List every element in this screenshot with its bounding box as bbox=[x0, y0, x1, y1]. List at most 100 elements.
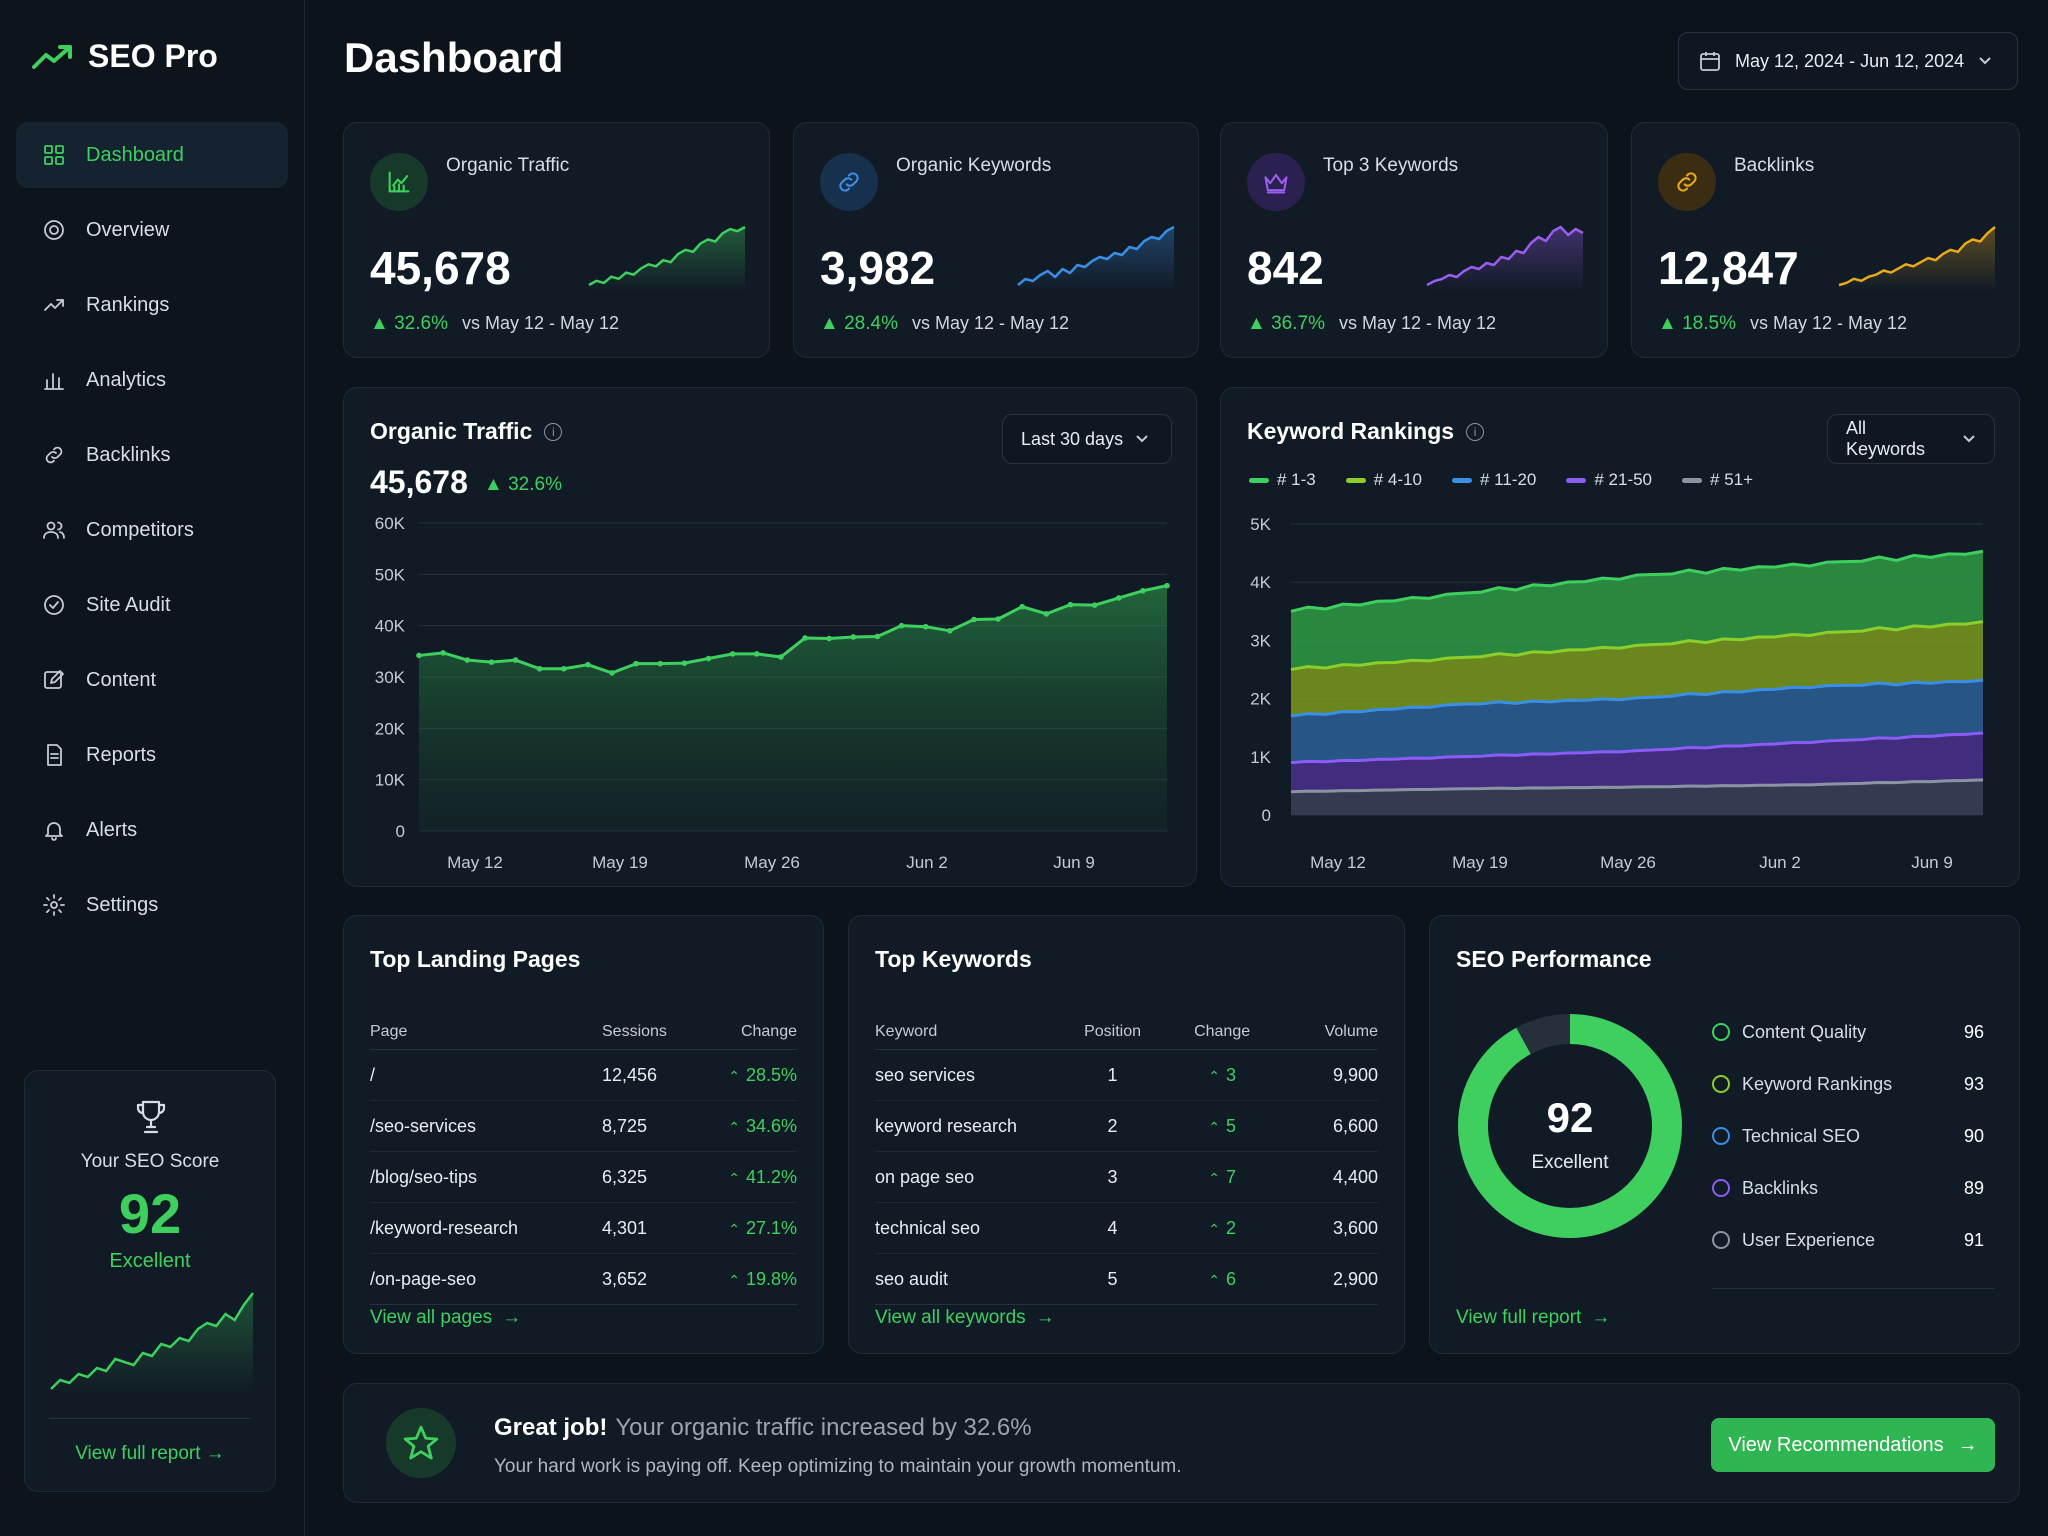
check-circle-icon bbox=[42, 593, 66, 617]
kpi-card-backlinks[interactable]: Backlinks 12,847 ▲ 18.5% vs May 12 - May … bbox=[1631, 122, 2020, 358]
sidebar-item-rankings[interactable]: Rankings bbox=[16, 272, 288, 338]
table-row[interactable]: /on-page-seo 3,652 ⌃ 19.8% bbox=[370, 1254, 797, 1305]
date-range-picker[interactable]: May 12, 2024 - Jun 12, 2024 bbox=[1678, 32, 2018, 90]
caret-up-icon: ⌃ bbox=[728, 1118, 740, 1135]
y-tick-label: 60K bbox=[375, 514, 406, 533]
kpi-change: ▲ 28.4% vs May 12 - May 12 bbox=[820, 313, 1069, 335]
legend-item[interactable]: # 1-3 bbox=[1249, 470, 1316, 490]
sidebar-item-overview[interactable]: Overview bbox=[16, 197, 288, 263]
logo[interactable]: SEO Pro bbox=[32, 38, 218, 75]
status-ring-icon bbox=[1712, 1075, 1730, 1093]
sparkline-line bbox=[588, 225, 746, 287]
rankings-stacked-area-chart: 5K 4K 3K 2K 1K 0 May 12 May 19 May 26 Jun 2 Jun 9 bbox=[1250, 515, 1984, 872]
y-tick-label: 50K bbox=[375, 565, 406, 584]
status-ring-icon bbox=[1712, 1023, 1730, 1041]
table-cell: /keyword-research bbox=[370, 1217, 519, 1238]
traffic-point bbox=[1067, 601, 1074, 608]
table-row[interactable]: on page seo 3 ⌃ 7 4,400 bbox=[875, 1152, 1378, 1203]
traffic-point bbox=[826, 635, 832, 642]
grid-icon bbox=[42, 143, 66, 167]
banner-highlight: Your organic traffic increased by 32.6% bbox=[615, 1414, 1032, 1441]
legend-item[interactable]: # 51+ bbox=[1682, 470, 1753, 490]
sidebar-item-competitors[interactable]: Competitors bbox=[16, 497, 288, 563]
performance-item[interactable]: Content Quality 96 bbox=[1712, 1006, 1984, 1058]
traffic-point bbox=[1140, 587, 1146, 594]
keyword-filter-label: All Keywords bbox=[1846, 418, 1926, 459]
kpi-label: Backlinks bbox=[1734, 155, 1815, 176]
legend-label: # 51+ bbox=[1710, 470, 1754, 489]
sidebar-item-alerts[interactable]: Alerts bbox=[16, 797, 288, 863]
score-card-value: 92 bbox=[118, 1182, 182, 1245]
traffic-chart-title-text: Organic Traffic bbox=[370, 418, 533, 444]
sidebar-nav: Dashboard Overview Rankings Analytics Backli… bbox=[16, 122, 288, 947]
table-header: Page Sessions Change bbox=[370, 1014, 797, 1050]
traffic-point bbox=[971, 616, 977, 623]
x-tick-label: Jun 9 bbox=[1911, 853, 1953, 872]
change-value: 34.6% bbox=[745, 1115, 797, 1136]
info-icon[interactable]: i bbox=[1466, 422, 1485, 441]
x-tick-label: Jun 2 bbox=[1759, 853, 1801, 872]
view-full-report-link[interactable]: View full report → bbox=[1456, 1307, 1610, 1329]
sidebar-item-analytics[interactable]: Analytics bbox=[16, 347, 288, 413]
sidebar-item-site-audit[interactable]: Site Audit bbox=[16, 572, 288, 638]
kpi-value: 12,847 bbox=[1658, 242, 1799, 294]
sparkline-line bbox=[1838, 226, 1996, 287]
rankings-series-line bbox=[1290, 620, 1984, 671]
rankings-legend: # 1-3 # 4-10 # 11-20 # 21-50 # 51+ bbox=[1249, 470, 1753, 490]
kpi-card-organic-keywords[interactable]: Organic Keywords 3,982 ▲ 28.4% vs May 12 … bbox=[793, 122, 1199, 358]
kpi-change-value: 32.6% bbox=[394, 313, 448, 334]
sidebar-item-content[interactable]: Content bbox=[16, 647, 288, 713]
y-tick-label: 1K bbox=[1250, 748, 1271, 767]
column-header: Position bbox=[1084, 1022, 1141, 1040]
performance-item-value: 91 bbox=[1963, 1229, 1984, 1250]
info-icon[interactable]: i bbox=[544, 422, 563, 441]
change-value: 5 bbox=[1225, 1115, 1236, 1136]
sidebar-item-dashboard[interactable]: Dashboard bbox=[16, 122, 288, 188]
legend-item[interactable]: # 11-20 bbox=[1451, 470, 1536, 490]
table-row[interactable]: /blog/seo-tips 6,325 ⌃ 41.2% bbox=[370, 1152, 797, 1203]
landing-pages-table: Page Sessions Change / 12,456 ⌃ 28.5% /seo-serv… bbox=[370, 1014, 797, 1305]
view-recommendations-button[interactable]: View Recommendations → bbox=[1711, 1418, 1995, 1472]
score-card-link[interactable]: View full report → bbox=[25, 1443, 275, 1465]
sidebar-item-settings[interactable]: Settings bbox=[16, 872, 288, 938]
performance-item[interactable]: Backlinks 89 bbox=[1712, 1162, 1984, 1214]
table-row[interactable]: /seo-services 8,725 ⌃ 34.6% bbox=[370, 1101, 797, 1152]
performance-item[interactable]: User Experience 91 bbox=[1712, 1214, 1984, 1266]
kpi-change-value: 18.5% bbox=[1682, 313, 1736, 334]
traffic-change-value: 32.6% bbox=[508, 474, 562, 495]
table-cell: seo audit bbox=[875, 1268, 949, 1289]
divider bbox=[1712, 1288, 1995, 1289]
table-row[interactable]: keyword research 2 ⌃ 5 6,600 bbox=[875, 1101, 1378, 1152]
kpi-card-top-3-keywords[interactable]: Top 3 Keywords 842 ▲ 36.7% vs May 12 - Ma… bbox=[1220, 122, 1608, 358]
traffic-range-dropdown[interactable]: Last 30 days bbox=[1002, 414, 1172, 464]
table-row[interactable]: technical seo 4 ⌃ 2 3,600 bbox=[875, 1203, 1378, 1254]
keyword-filter-dropdown[interactable]: All Keywords bbox=[1827, 414, 1995, 464]
view-all-pages-link[interactable]: View all pages → bbox=[370, 1307, 521, 1329]
traffic-area bbox=[419, 585, 1167, 831]
column-header: Change bbox=[740, 1022, 797, 1040]
kpi-card-organic-traffic[interactable]: Organic Traffic 45,678 ▲ 32.6% vs May 12 … bbox=[343, 122, 770, 358]
table-row[interactable]: seo audit 5 ⌃ 6 2,900 bbox=[875, 1254, 1378, 1305]
gear-icon bbox=[42, 893, 66, 917]
score-card-link-label: View full report bbox=[75, 1443, 201, 1464]
sidebar-item-reports[interactable]: Reports bbox=[16, 722, 288, 788]
caret-up-icon: ⌃ bbox=[728, 1271, 740, 1288]
column-header: Keyword bbox=[875, 1022, 938, 1040]
kpi-compare: vs May 12 - May 12 bbox=[1338, 313, 1497, 333]
performance-item[interactable]: Keyword Rankings 93 bbox=[1712, 1058, 1984, 1110]
table-row[interactable]: /keyword-research 4,301 ⌃ 27.1% bbox=[370, 1203, 797, 1254]
table-cell: on page seo bbox=[875, 1166, 975, 1187]
sidebar-item-label: Settings bbox=[86, 893, 159, 916]
view-all-keywords-label: View all keywords bbox=[875, 1307, 1026, 1328]
trend-icon bbox=[42, 293, 66, 317]
sidebar-item-label: Competitors bbox=[86, 518, 194, 541]
view-all-keywords-link[interactable]: View all keywords → bbox=[875, 1307, 1055, 1329]
legend-item[interactable]: # 21-50 bbox=[1566, 470, 1652, 490]
performance-item[interactable]: Technical SEO 90 bbox=[1712, 1110, 1984, 1162]
table-row[interactable]: / 12,456 ⌃ 28.5% bbox=[370, 1050, 797, 1101]
legend-item[interactable]: # 4-10 bbox=[1345, 470, 1422, 490]
sidebar-item-backlinks[interactable]: Backlinks bbox=[16, 422, 288, 488]
table-row[interactable]: seo services 1 ⌃ 3 9,900 bbox=[875, 1050, 1378, 1101]
kpi-compare: vs May 12 - May 12 bbox=[1749, 313, 1908, 333]
table-cell: 5 bbox=[1107, 1268, 1118, 1289]
